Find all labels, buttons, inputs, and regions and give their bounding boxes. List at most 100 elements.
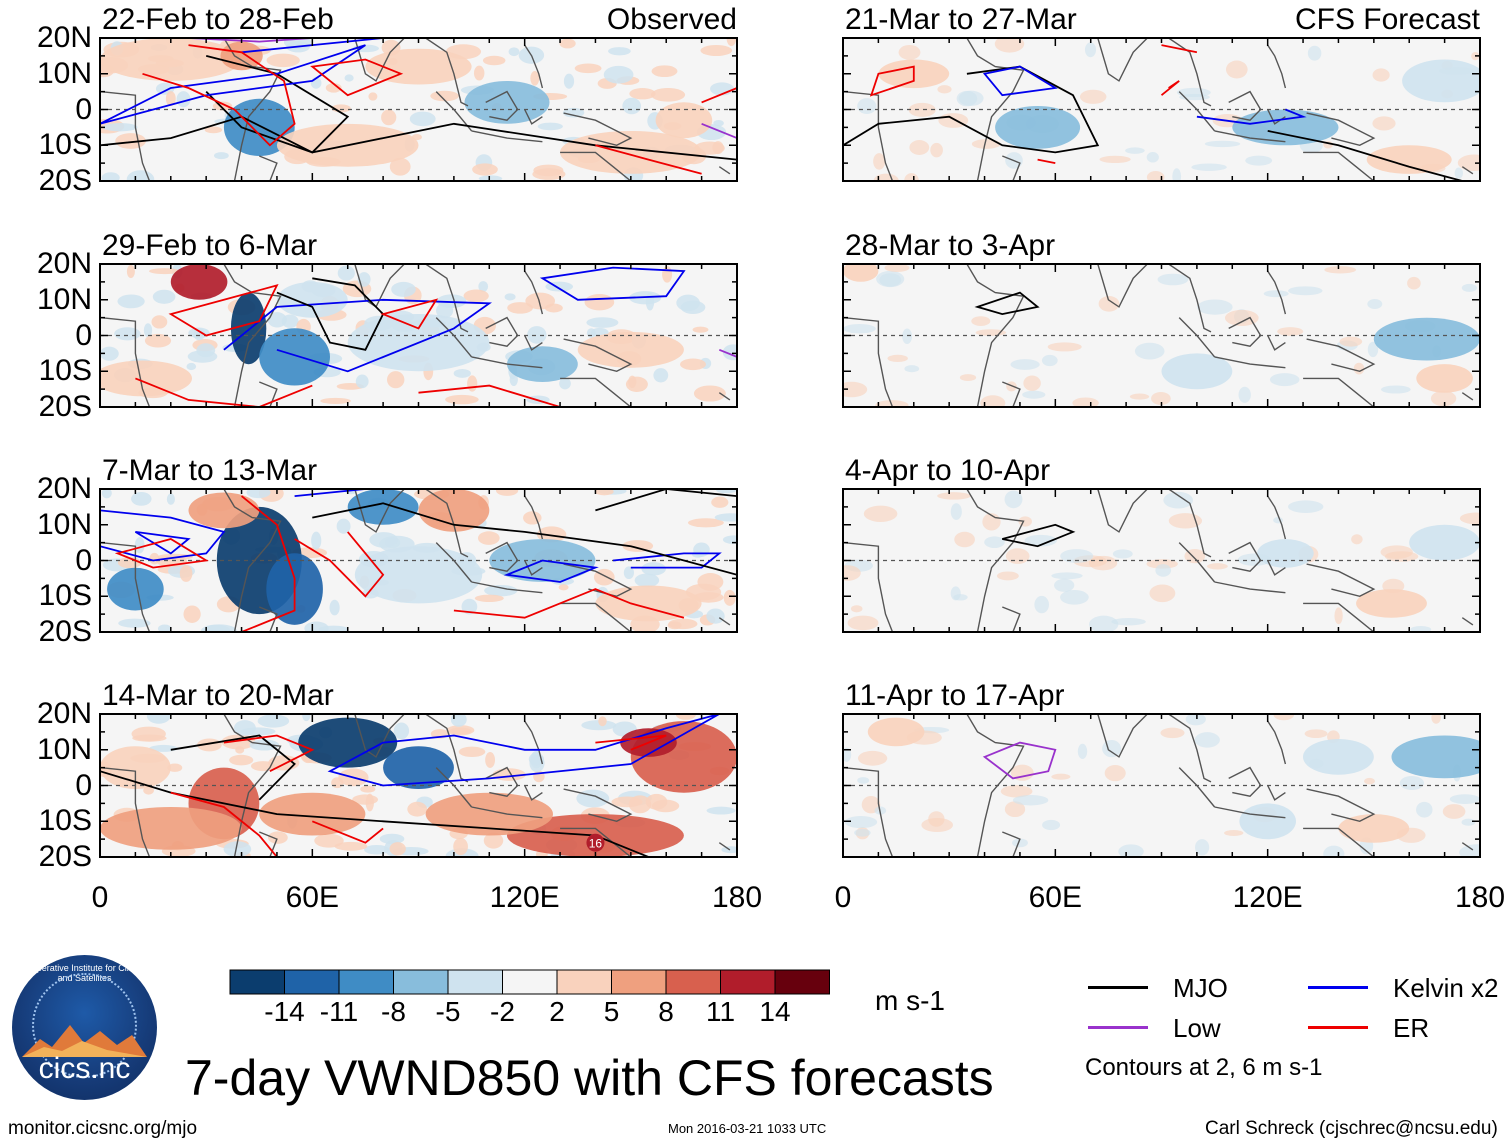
field-speckle — [1134, 342, 1165, 360]
field-speckle — [843, 565, 861, 581]
coastline — [353, 489, 406, 533]
coastline — [966, 38, 1025, 181]
field-anomaly — [107, 567, 164, 611]
field-speckle — [1104, 765, 1126, 782]
y-tick-label: 20N — [36, 247, 92, 280]
field-speckle — [527, 326, 547, 344]
field-speckle — [623, 566, 634, 580]
coastline — [524, 109, 543, 125]
footer-credit: Carl Schreck (cjschrec@ncsu.edu) — [1205, 1118, 1498, 1139]
contour-er — [1160, 80, 1180, 96]
field-speckle — [1245, 155, 1273, 166]
field-anomaly — [347, 489, 419, 525]
field-speckle — [1000, 785, 1033, 798]
field-speckle — [843, 747, 852, 762]
legend-swatch-kelvin-x2 — [1308, 986, 1368, 989]
field-speckle — [100, 346, 119, 361]
colorbar-swatch — [720, 969, 776, 995]
field-speckle — [1224, 829, 1244, 837]
coastline — [1002, 831, 1021, 857]
field-speckle — [344, 74, 354, 82]
field-speckle — [1077, 743, 1088, 760]
contour-kelvin-x2 — [503, 559, 599, 583]
field-speckle — [167, 763, 183, 772]
coastline — [843, 766, 894, 857]
coastline — [524, 785, 543, 801]
field-speckle — [149, 744, 178, 752]
field-speckle — [1112, 549, 1133, 559]
field-speckle — [449, 727, 472, 735]
field-speckle — [904, 365, 920, 373]
field-speckle — [1334, 607, 1343, 625]
field-speckle — [884, 264, 910, 272]
field-speckle — [634, 573, 660, 588]
field-speckle — [1430, 390, 1457, 407]
field-speckle — [1084, 42, 1097, 58]
field-speckle — [393, 722, 410, 740]
field-anomaly — [276, 281, 348, 318]
coastline — [1306, 563, 1376, 598]
field-speckle — [1307, 45, 1322, 61]
colorbar-tick-label: 8 — [658, 996, 674, 1027]
field-speckle — [257, 714, 290, 728]
coastline — [966, 264, 1025, 407]
y-tick-label: 10N — [36, 56, 92, 90]
field-speckle — [179, 565, 193, 582]
field-speckle — [126, 264, 135, 279]
field-speckle — [117, 294, 145, 309]
coastline — [1303, 151, 1375, 181]
field-speckle — [325, 83, 342, 93]
field-speckle — [625, 376, 648, 392]
field-speckle — [463, 289, 489, 303]
panel-observed-2 — [99, 263, 738, 408]
coastline — [560, 151, 632, 181]
coastline — [100, 90, 151, 181]
coastline — [1306, 338, 1376, 373]
field-speckle — [223, 841, 252, 857]
coastline — [843, 541, 894, 632]
x-tick-label: 120E — [1232, 881, 1303, 914]
field-anomaly — [100, 746, 171, 789]
field-speckle — [1151, 392, 1171, 405]
field-speckle — [996, 571, 1019, 581]
field-anomaly — [464, 81, 550, 124]
contour-mjo — [170, 734, 296, 801]
panel-forecast-1 — [842, 37, 1481, 182]
field-speckle — [887, 354, 908, 363]
field-speckle — [843, 381, 868, 398]
field-speckle — [994, 38, 1025, 53]
field-speckle — [1288, 286, 1323, 296]
field-speckle — [576, 789, 610, 808]
field-speckle — [847, 615, 879, 631]
x-tick-label: 180 — [1454, 881, 1506, 914]
field-speckle — [507, 302, 533, 314]
coastline — [1267, 720, 1287, 765]
field-speckle — [1118, 844, 1144, 857]
field-speckle — [461, 598, 478, 615]
field-speckle — [200, 624, 231, 632]
field-speckle — [118, 618, 151, 628]
field-speckle — [165, 91, 176, 107]
field-speckle — [508, 47, 520, 57]
coastline — [560, 377, 632, 407]
field-speckle — [1263, 290, 1289, 298]
field-anomaly — [259, 792, 366, 836]
field-speckle — [1416, 801, 1433, 818]
coastline — [471, 806, 543, 819]
colorbar-swatch — [393, 969, 449, 995]
contour-kelvin-x2 — [982, 65, 1058, 97]
logo-arc — [32, 973, 137, 1078]
contour-kelvin-x2 — [294, 489, 366, 497]
field-speckle — [233, 720, 256, 736]
field-speckle — [131, 726, 166, 742]
field-speckle — [645, 292, 655, 311]
logo-mountains — [22, 1025, 147, 1057]
panel-forecast-2 — [842, 263, 1481, 408]
coastline — [1168, 714, 1212, 783]
field-speckle — [850, 605, 863, 613]
panel-date-range: 14-Mar to 20-Mar — [102, 679, 334, 712]
colorbar-tick-label: -11 — [319, 996, 359, 1027]
field-speckle — [1269, 373, 1300, 387]
field-speckle — [235, 746, 245, 754]
field-anomaly — [1257, 539, 1314, 568]
